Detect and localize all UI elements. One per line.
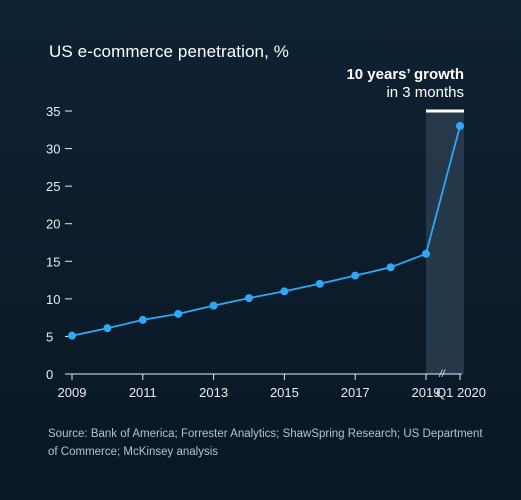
x-tick-label: 2017	[341, 385, 370, 400]
data-point	[174, 309, 183, 318]
data-point	[280, 287, 289, 296]
y-tick-label: 5	[46, 329, 53, 344]
x-tick-label: 2011	[129, 385, 157, 400]
x-tick-label: Q1 2020	[436, 385, 486, 400]
data-point	[422, 249, 430, 258]
x-tick-label: 2019	[412, 385, 441, 400]
x-tick-label: 2013	[199, 385, 228, 400]
data-point	[103, 324, 112, 333]
y-tick-label: 0	[46, 367, 53, 382]
y-tick-label: 15	[46, 254, 60, 269]
y-tick-label: 20	[46, 217, 60, 232]
data-point	[456, 122, 464, 131]
highlight-callout: 10 years’ growth in 3 months	[346, 66, 464, 102]
data-point	[138, 315, 147, 324]
data-point	[351, 271, 360, 280]
axis-break-mark: //	[438, 369, 446, 380]
x-tick-label: 2015	[270, 385, 299, 400]
y-tick-label: 25	[46, 179, 60, 194]
callout-line-2: in 3 months	[386, 84, 464, 101]
y-tick-label: 30	[46, 142, 60, 157]
data-point	[386, 263, 395, 272]
data-point	[68, 331, 76, 340]
data-point	[315, 279, 324, 288]
y-tick-label: 35	[46, 104, 60, 119]
data-point	[209, 301, 218, 310]
series-line	[71, 125, 461, 337]
chart-title: US e-commerce penetration, %	[49, 42, 289, 61]
highlight-band	[426, 112, 464, 374]
x-tick-label: 2009	[58, 385, 87, 400]
source-note: Source: Bank of America; Forrester Analy…	[48, 428, 483, 458]
y-tick-label: 10	[46, 292, 60, 307]
data-point	[245, 294, 253, 303]
callout-line-1: 10 years’ growth	[346, 66, 464, 83]
